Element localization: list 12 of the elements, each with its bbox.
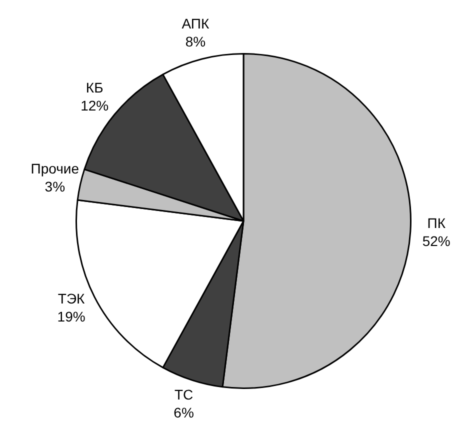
slice-label: ТЭК [58,290,86,307]
data-label: 8% [185,34,206,50]
slice-label: ТС [174,386,194,403]
data-label: 3% [44,178,66,195]
data-label: 19% [57,308,86,325]
slice-label: КБ [86,80,104,96]
data-label: 52% [422,232,450,249]
slice-label: Прочие [30,160,80,177]
slice-label: АПК [182,16,210,32]
data-label: 6% [174,404,194,421]
data-label: 12% [80,98,109,114]
slice-label: ПК [427,214,446,231]
